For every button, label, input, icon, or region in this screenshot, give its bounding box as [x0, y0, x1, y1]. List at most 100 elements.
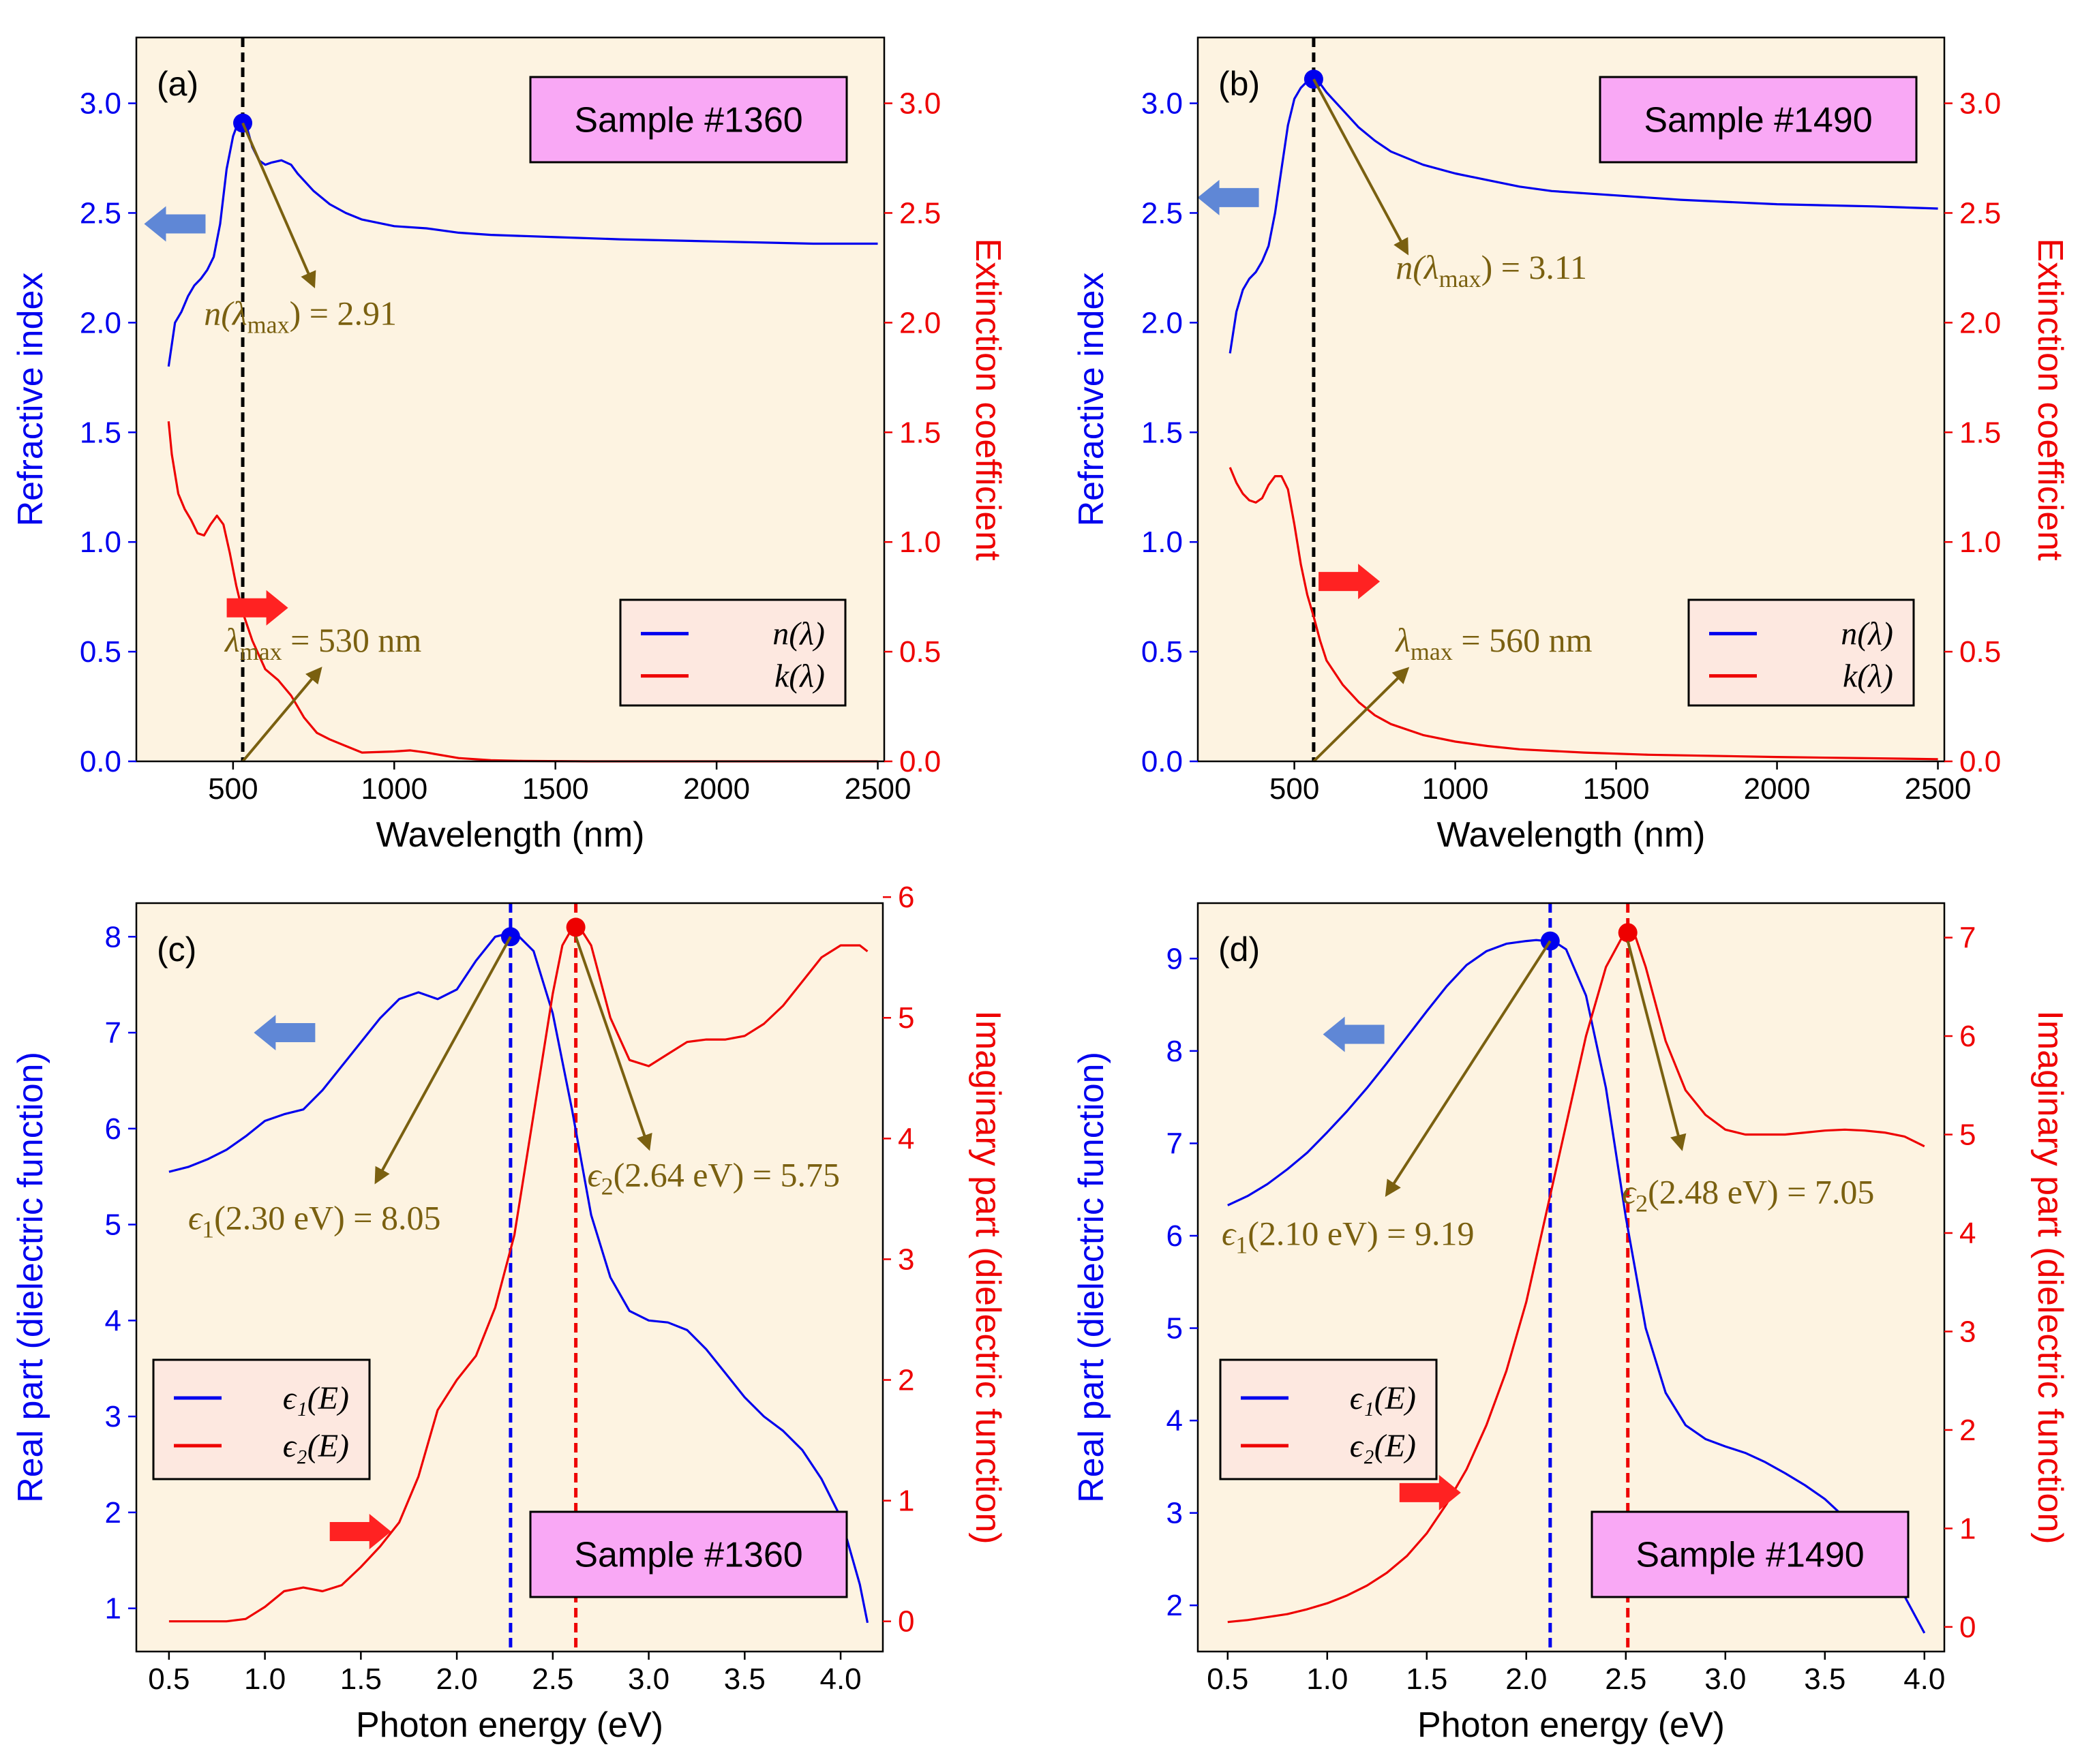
annotation-label: ϵ2(2.64 eV) = 5.75 [588, 1155, 840, 1200]
y-left-tick-label: 3 [105, 1400, 121, 1433]
y-left-tick-label: 2 [1166, 1589, 1183, 1622]
y-right-tick-label: 0 [898, 1605, 914, 1639]
y-left-axis-label: Real part (dielectric function) [11, 1052, 50, 1503]
y-left-tick-label: 8 [105, 920, 121, 954]
y-left-tick-label: 1 [105, 1592, 121, 1626]
x-tick-label: 2.0 [436, 1662, 478, 1696]
y-left-tick-label: 1.0 [1141, 526, 1183, 559]
legend-label: n(λ) [772, 616, 825, 652]
x-tick-label: 1000 [361, 772, 427, 806]
x-tick-label: 0.5 [1207, 1662, 1248, 1696]
chart-panel-b: n(λmax) = 3.11 λmax = 560 nm 500 1000 1500 20… [1072, 36, 2070, 855]
sample-label: Sample #1490 [1644, 101, 1872, 140]
panel-label: (c) [157, 930, 196, 969]
legend-box [619, 598, 847, 707]
sample-box [529, 1510, 848, 1598]
chart-panel-a: n(λmax) = 2.91 λmax = 530 nm 500 1000 1500 20… [11, 36, 1008, 855]
y-right-tick-label: 6 [1959, 1020, 1976, 1053]
y-right-tick-label: 3.0 [899, 87, 941, 121]
legend-label: ϵ₁(E) [283, 1380, 349, 1416]
y-right-axis-label: Imaginary part (dielectric function) [968, 1010, 1008, 1544]
y-right-tick-label: 1.5 [1959, 416, 2001, 449]
annotation-arrow [1312, 667, 1410, 763]
legend-label: ϵ₁(E) [1350, 1380, 1416, 1416]
legend-label: n(λ) [1841, 616, 1893, 652]
legend-label: k(λ) [1843, 658, 1893, 695]
x-tick-label: 2.0 [1505, 1662, 1547, 1696]
legend-label: k(λ) [774, 658, 825, 695]
y-right-tick-label: 2 [1959, 1414, 1976, 1447]
y-right-tick-label: 3 [1959, 1315, 1976, 1348]
series-line-imag [167, 421, 878, 763]
left-axis-indicator-arrow [1323, 1016, 1385, 1052]
series-line-real [168, 930, 869, 1624]
y-left-tick-label: 1.5 [1141, 416, 1183, 449]
y-right-axis-label: Extinction coefficient [2030, 238, 2070, 561]
y-right-tick-label: 5 [898, 1001, 914, 1035]
annotation-label: ϵ2(2.48 eV) = 7.05 [1622, 1173, 1874, 1217]
y-left-tick-label: 6 [1166, 1219, 1183, 1253]
series-line-real [167, 121, 878, 367]
x-tick-label: 2500 [1905, 772, 1972, 806]
y-right-tick-label: 1.5 [899, 416, 941, 449]
axes-frame [1196, 36, 1946, 763]
y-right-tick-label: 4 [898, 1122, 914, 1155]
chart-panel-c: ϵ1(2.30 eV) = 8.05 ϵ2(2.64 eV) = 5.75 0.5 1… [11, 881, 1008, 1745]
right-axis-indicator-arrow [1318, 564, 1381, 600]
y-left-tick-label: 3 [1166, 1497, 1183, 1530]
x-tick-label: 2500 [845, 772, 911, 806]
y-right-tick-label: 0.0 [1959, 745, 2001, 778]
x-tick-label: 2000 [683, 772, 750, 806]
series-line-real [1229, 78, 1938, 354]
y-right-tick-label: 4 [1959, 1217, 1976, 1250]
y-left-tick-label: 5 [105, 1208, 121, 1242]
y-left-tick-label: 2.5 [80, 196, 121, 230]
x-tick-label: 2.5 [1605, 1662, 1646, 1696]
y-left-tick-label: 1.5 [80, 416, 121, 449]
y-right-tick-label: 0.5 [899, 635, 941, 669]
annotation-label: λmax = 530 nm [224, 621, 421, 665]
y-right-tick-label: 1.0 [1959, 526, 2001, 559]
x-tick-label: 500 [208, 772, 258, 806]
x-tick-label: 3.5 [1804, 1662, 1845, 1696]
annotation-arrow [241, 122, 316, 289]
left-axis-indicator-arrow [1197, 179, 1259, 215]
y-left-tick-label: 1.0 [80, 526, 121, 559]
y-left-tick-label: 2 [105, 1496, 121, 1530]
y-left-tick-label: 9 [1166, 942, 1183, 975]
annotation-arrow [1312, 78, 1409, 256]
sample-box [529, 76, 848, 164]
x-tick-label: 3.0 [628, 1662, 669, 1696]
annotation-arrow [374, 936, 512, 1185]
sample-label: Sample #1490 [1636, 1536, 1864, 1575]
x-tick-label: 4.0 [819, 1662, 861, 1696]
sample-label: Sample #1360 [574, 101, 802, 140]
y-right-axis-label: Imaginary part (dielectric function) [2030, 1010, 2070, 1544]
chart-panel-d: ϵ1(2.10 eV) = 9.19 ϵ2(2.48 eV) = 7.05 0.5 1… [1072, 902, 2070, 1745]
left-axis-indicator-arrow [144, 206, 206, 242]
y-right-tick-label: 2.0 [899, 306, 941, 339]
y-right-tick-label: 0.5 [1959, 635, 2001, 669]
series-line-real [1227, 939, 1926, 1634]
series-line-imag [1227, 931, 1925, 1624]
x-tick-label: 1500 [1583, 772, 1650, 806]
x-tick-label: 2000 [1744, 772, 1811, 806]
y-right-tick-label: 1 [898, 1485, 914, 1518]
y-left-axis-label: Refractive index [11, 273, 50, 527]
legend-box [152, 1358, 371, 1480]
x-tick-label: 1.0 [244, 1662, 286, 1696]
annotation-arrow [1626, 941, 1687, 1151]
x-tick-label: 0.5 [148, 1662, 190, 1696]
y-right-tick-label: 5 [1959, 1119, 1976, 1152]
axes-frame [135, 36, 886, 763]
annotation-label: n(λmax) = 2.91 [204, 294, 397, 339]
x-axis-label: Photon energy (eV) [1417, 1705, 1725, 1745]
annotation-arrow [241, 667, 322, 763]
y-left-tick-label: 2.0 [80, 306, 121, 339]
y-right-tick-label: 3 [898, 1243, 914, 1276]
y-left-tick-label: 8 [1166, 1035, 1183, 1068]
y-right-tick-label: 2.5 [1959, 196, 2001, 230]
y-left-tick-label: 0.5 [80, 635, 121, 669]
y-right-tick-label: 0 [1959, 1611, 1976, 1644]
y-left-tick-label: 2.5 [1141, 196, 1183, 230]
